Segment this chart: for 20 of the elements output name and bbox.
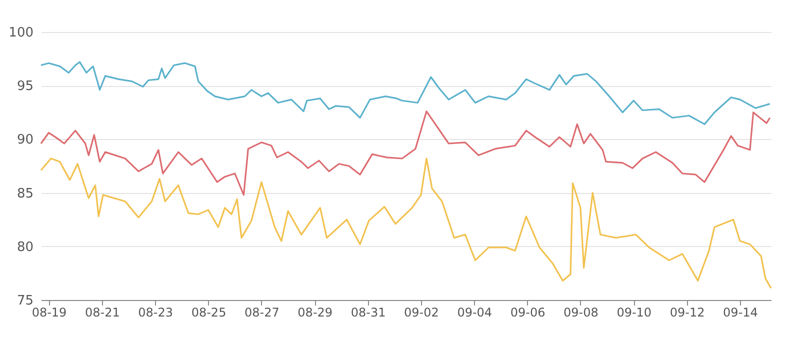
x-tick-label: 08-31 <box>350 306 386 320</box>
x-tick-label: 09-08 <box>564 306 598 320</box>
y-tick-label: 95 <box>16 79 34 94</box>
x-tick-label: 08-21 <box>84 306 120 320</box>
x-tick-label: 09-04 <box>457 306 492 320</box>
x-tick-label: 09-02 <box>404 306 439 320</box>
x-tick-label: 08-19 <box>32 306 67 320</box>
x-tick-label: 08-25 <box>191 306 226 320</box>
y-tick-label: 100 <box>8 26 34 40</box>
x-tick-label: 09-06 <box>510 306 546 320</box>
x-tick-label: 08-23 <box>138 306 174 320</box>
x-tick-label: 08-29 <box>298 306 333 320</box>
x-tick-label: 09-12 <box>670 306 705 320</box>
x-tick-label: 09-10 <box>616 306 652 320</box>
x-tick-label: 09-14 <box>723 306 758 320</box>
x-tick-label: 08-27 <box>244 306 280 320</box>
y-tick-label: 75 <box>16 294 34 308</box>
y-tick-label: 85 <box>16 186 34 202</box>
y-tick-label: 90 <box>16 132 34 148</box>
y-tick-label: 80 <box>16 240 34 255</box>
